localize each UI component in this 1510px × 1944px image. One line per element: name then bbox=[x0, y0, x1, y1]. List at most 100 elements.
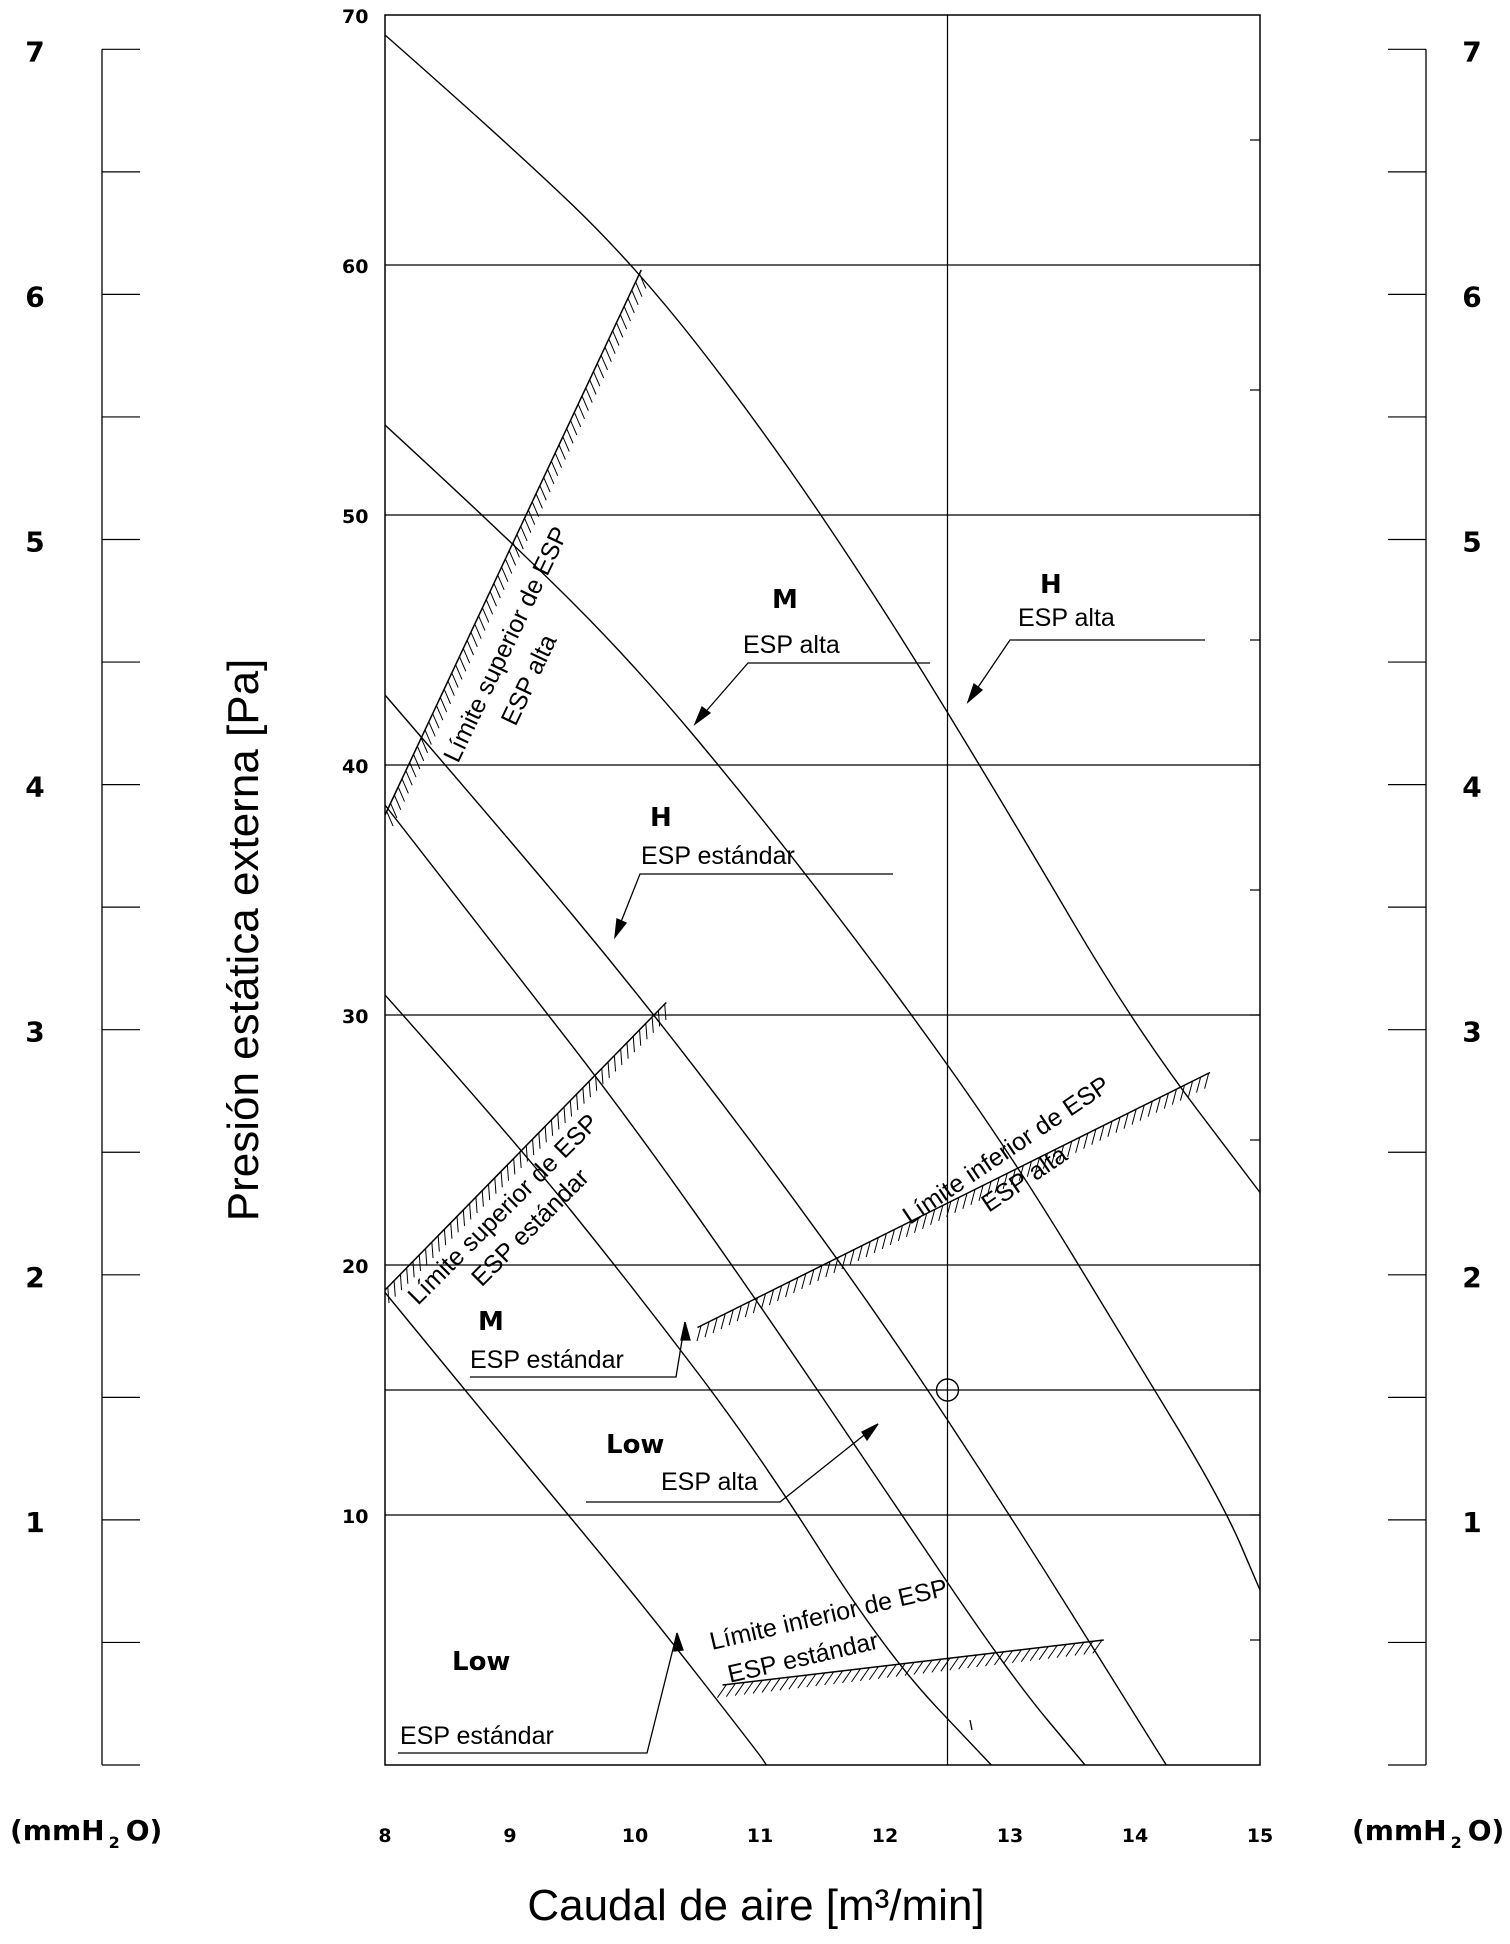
secondary-tick-label: 7 bbox=[25, 35, 44, 68]
limit-hatch bbox=[512, 542, 520, 558]
limit-hatch bbox=[390, 803, 398, 819]
limit-hatch bbox=[770, 1677, 781, 1692]
limit-hatch bbox=[550, 1119, 554, 1136]
limit-hatch bbox=[962, 1193, 968, 1209]
limit-hatch bbox=[877, 1665, 888, 1679]
limit-hatch bbox=[524, 517, 532, 534]
limit-hatch bbox=[651, 1016, 654, 1033]
limit-hatch bbox=[777, 1285, 783, 1302]
limit-hatch bbox=[1002, 1650, 1013, 1665]
x-tick-label: 8 bbox=[378, 1825, 391, 1847]
arrow-h-std bbox=[614, 918, 628, 940]
limit-hatch bbox=[437, 1235, 440, 1252]
operating-point bbox=[935, 1378, 960, 1402]
limit-hatch bbox=[949, 1656, 960, 1671]
grid-lines bbox=[385, 15, 1260, 1765]
limit-hatch bbox=[970, 1189, 976, 1205]
limit-hatch bbox=[1051, 1149, 1057, 1165]
limit-hatch bbox=[752, 1297, 758, 1314]
limit-hatch bbox=[779, 1676, 790, 1691]
limit-hatch bbox=[817, 1265, 823, 1282]
limit-hatch bbox=[1171, 1089, 1177, 1105]
limit-hatch bbox=[506, 1164, 510, 1181]
limit-hatch bbox=[1131, 1109, 1137, 1125]
limit-hatch bbox=[704, 1321, 710, 1338]
limit-hatch bbox=[535, 493, 543, 509]
limit-hatch bbox=[462, 1209, 466, 1226]
limit-hatch bbox=[513, 1158, 516, 1175]
label-m-std-mode: ESP estándar bbox=[470, 1346, 624, 1374]
fan-curve bbox=[385, 804, 1086, 1765]
limit-hatch bbox=[393, 794, 402, 810]
limit-hatch bbox=[1075, 1137, 1081, 1153]
limit-hatch bbox=[494, 1177, 497, 1194]
limit-hatch bbox=[922, 1213, 928, 1230]
limit-hatch bbox=[520, 526, 528, 542]
limit-hatch bbox=[1115, 1117, 1121, 1133]
limit-hatch bbox=[904, 1662, 915, 1676]
limit-hatch bbox=[905, 1221, 912, 1238]
limit-hatch bbox=[1204, 1073, 1210, 1089]
limit-hatch bbox=[635, 281, 643, 297]
limit-hatch bbox=[913, 1661, 924, 1675]
limit-hatch bbox=[456, 1216, 459, 1233]
limit-hatch bbox=[409, 762, 417, 778]
limit-hatch bbox=[897, 1225, 904, 1242]
limit-hatch bbox=[500, 1171, 503, 1188]
limit-hatch bbox=[585, 387, 593, 403]
limit-hatch bbox=[994, 1177, 1000, 1193]
limit-hatch bbox=[601, 1068, 604, 1085]
limit-hatch bbox=[736, 1305, 742, 1322]
limit-hatch bbox=[857, 1245, 863, 1262]
limit-hatch bbox=[525, 1145, 528, 1162]
label-m-alta-speed: M bbox=[772, 585, 798, 615]
limit-hatch bbox=[1147, 1101, 1153, 1117]
limit-hatch bbox=[450, 1222, 453, 1239]
limit-hatch bbox=[596, 363, 605, 379]
secondary-tick-label: 2 bbox=[1462, 1261, 1481, 1294]
limit-hatch bbox=[573, 412, 582, 428]
fan-curve bbox=[385, 34, 1260, 1193]
limit-hatch bbox=[1123, 1113, 1129, 1129]
limit-hatch bbox=[544, 1126, 547, 1143]
limit-hatch bbox=[886, 1664, 897, 1678]
leader-lower-std-tick bbox=[969, 1719, 973, 1731]
limit-hatch bbox=[594, 1074, 598, 1091]
label-low-alta-speed: Low bbox=[606, 1430, 664, 1460]
limit-hatch bbox=[447, 680, 455, 696]
limit-hatch bbox=[393, 1280, 396, 1297]
limit-hatch bbox=[462, 648, 471, 664]
limit-hatch bbox=[815, 1672, 826, 1687]
limit-hatch bbox=[631, 289, 639, 305]
plot-frame bbox=[384, 14, 1261, 1766]
limit-hatch bbox=[443, 689, 451, 705]
limit-hatch bbox=[743, 1681, 754, 1695]
secondary-tick-label: 4 bbox=[1462, 771, 1481, 804]
limit-hatch bbox=[399, 1274, 403, 1291]
limit-hatch bbox=[712, 1317, 718, 1334]
limit-line bbox=[697, 1071, 1211, 1329]
limit-hatch bbox=[931, 1658, 942, 1673]
limit-hatch bbox=[1107, 1121, 1113, 1137]
limit-hatch bbox=[386, 811, 394, 827]
limit-hatch bbox=[954, 1197, 960, 1214]
limit-hatch bbox=[825, 1261, 831, 1278]
limit-hatch bbox=[401, 778, 409, 794]
x-tick-label: 10 bbox=[622, 1825, 648, 1847]
label-m-std-speed: M bbox=[478, 1307, 504, 1337]
limit-hatch bbox=[1026, 1161, 1032, 1177]
x-axis-ticks: 8 9 10 11 12 13 14 15 bbox=[378, 1825, 1273, 1847]
secondary-tick-label: 1 bbox=[25, 1506, 44, 1539]
limit-hatch bbox=[1196, 1077, 1202, 1093]
limit-hatch bbox=[958, 1655, 969, 1670]
limit-hatch bbox=[493, 583, 501, 599]
fan-curve bbox=[385, 694, 1167, 1765]
limit-hatch bbox=[470, 631, 478, 648]
limit-hatch bbox=[570, 420, 578, 436]
limit-hatch bbox=[859, 1667, 870, 1682]
limit-hatch bbox=[657, 1010, 661, 1027]
limit-hatch bbox=[930, 1209, 936, 1226]
y-tick-label: 40 bbox=[342, 756, 368, 778]
label-low-std-speed: Low bbox=[452, 1647, 510, 1677]
